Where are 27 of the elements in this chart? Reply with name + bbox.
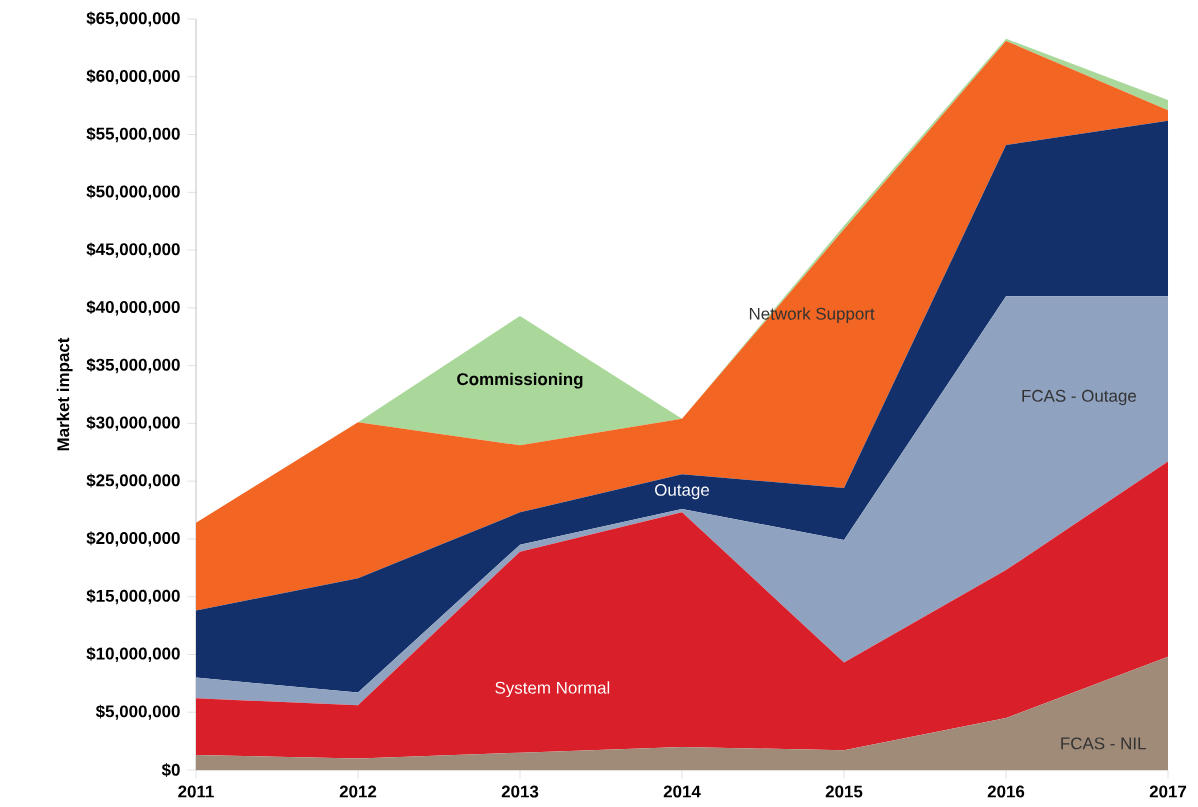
x-tick-label: 2012 xyxy=(339,785,377,798)
series-label: Outage xyxy=(655,483,710,500)
y-tick-label: $60,000,000 xyxy=(86,69,180,85)
y-tick-label: $45,000,000 xyxy=(86,242,180,258)
y-tick-label: $50,000,000 xyxy=(86,184,180,200)
y-tick-label: $25,000,000 xyxy=(86,473,180,489)
y-axis-title: Market impact xyxy=(56,337,73,451)
y-tick-label: $30,000,000 xyxy=(86,415,180,431)
series-label: FCAS - Outage xyxy=(1022,389,1137,406)
x-tick-label: 2011 xyxy=(178,785,214,798)
series-label: FCAS - NIL xyxy=(1061,737,1146,750)
y-tick-label: $5,000,000 xyxy=(95,704,180,720)
y-tick-label: $65,000,000 xyxy=(86,11,180,27)
x-tick-label: 2014 xyxy=(663,785,701,798)
y-tick-label: $20,000,000 xyxy=(86,531,180,547)
series-label: Commissioning xyxy=(457,372,583,389)
y-tick-label: $40,000,000 xyxy=(86,300,180,316)
x-tick-label: 2015 xyxy=(825,785,863,798)
x-tick-label: 2016 xyxy=(987,785,1025,798)
x-tick-label: 2013 xyxy=(501,785,539,798)
y-tick-label: $15,000,000 xyxy=(86,589,180,605)
y-tick-label: $35,000,000 xyxy=(86,358,180,374)
y-tick-label: $10,000,000 xyxy=(86,646,180,663)
series-label: System Normal xyxy=(495,681,610,698)
y-tick-label: $55,000,000 xyxy=(86,126,180,143)
x-tick-label: 2017 xyxy=(1149,785,1187,798)
y-tick-label: $0 xyxy=(161,763,180,777)
